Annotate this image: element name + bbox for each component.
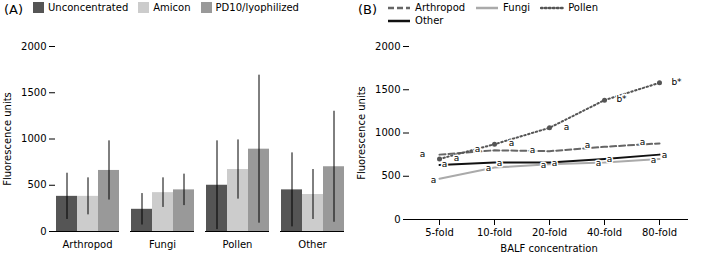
svg-text:80-fold: 80-fold — [642, 227, 677, 238]
svg-text:Pollen: Pollen — [223, 239, 253, 250]
svg-text:a: a — [509, 138, 515, 148]
html-text:Unconcentrated: Unconcentrated — [48, 2, 129, 13]
svg-text:Other: Other — [298, 239, 327, 250]
html-text:Amicon: Amicon — [153, 2, 191, 13]
svg-text:Fungi: Fungi — [149, 239, 176, 250]
svg-text:a: a — [497, 158, 503, 168]
svg-text:a: a — [530, 145, 536, 155]
svg-text:b*: b* — [671, 77, 682, 87]
svg-text:Fluorescence units: Fluorescence units — [2, 92, 13, 186]
svg-text:a: a — [640, 137, 646, 147]
svg-text:Arthropod: Arthropod — [62, 239, 112, 250]
svg-text:1000: 1000 — [375, 127, 400, 138]
svg-text:10-fold: 10-fold — [477, 227, 512, 238]
svg-text:BALF concentration: BALF concentration — [500, 243, 597, 254]
svg-text:a: a — [420, 149, 426, 159]
svg-text:b*: b* — [616, 94, 627, 104]
svg-text:500: 500 — [381, 170, 400, 181]
svg-text:a: a — [475, 144, 481, 154]
svg-text:a: a — [486, 163, 492, 173]
svg-text:a: a — [442, 159, 448, 169]
svg-text:a: a — [454, 153, 460, 163]
svg-text:a: a — [596, 158, 602, 168]
svg-text:a: a — [651, 155, 657, 165]
svg-text:20-fold: 20-fold — [532, 227, 567, 238]
svg-text:40-fold: 40-fold — [587, 227, 622, 238]
html-text:Other: Other — [415, 15, 444, 26]
svg-text:1000: 1000 — [21, 133, 46, 144]
svg-text:a: a — [541, 160, 547, 170]
svg-text:2000: 2000 — [375, 41, 400, 52]
svg-text:2000: 2000 — [21, 41, 46, 52]
html-text:PD10/lyophilized: PD10/lyophilized — [215, 2, 299, 13]
svg-text:0: 0 — [40, 226, 46, 237]
svg-text:a: a — [431, 175, 437, 185]
svg-text:a: a — [585, 140, 591, 150]
svg-text:a: a — [607, 154, 613, 164]
html-text:Fungi: Fungi — [503, 2, 531, 13]
svg-text:1500: 1500 — [21, 87, 46, 98]
svg-text:5-fold: 5-fold — [425, 227, 454, 238]
svg-text:a: a — [662, 150, 668, 160]
svg-text:0: 0 — [394, 214, 400, 225]
svg-text:a: a — [564, 122, 570, 132]
svg-text:1500: 1500 — [375, 84, 400, 95]
html-text:Pollen: Pollen — [568, 2, 598, 13]
svg-text:Fluorescence units: Fluorescence units — [356, 86, 367, 180]
html-text:Arthropod: Arthropod — [415, 2, 466, 13]
svg-text:a: a — [552, 158, 558, 168]
svg-text:500: 500 — [27, 179, 46, 190]
html-text:(A): (A) — [4, 2, 23, 17]
html-text:(B): (B) — [358, 2, 378, 17]
